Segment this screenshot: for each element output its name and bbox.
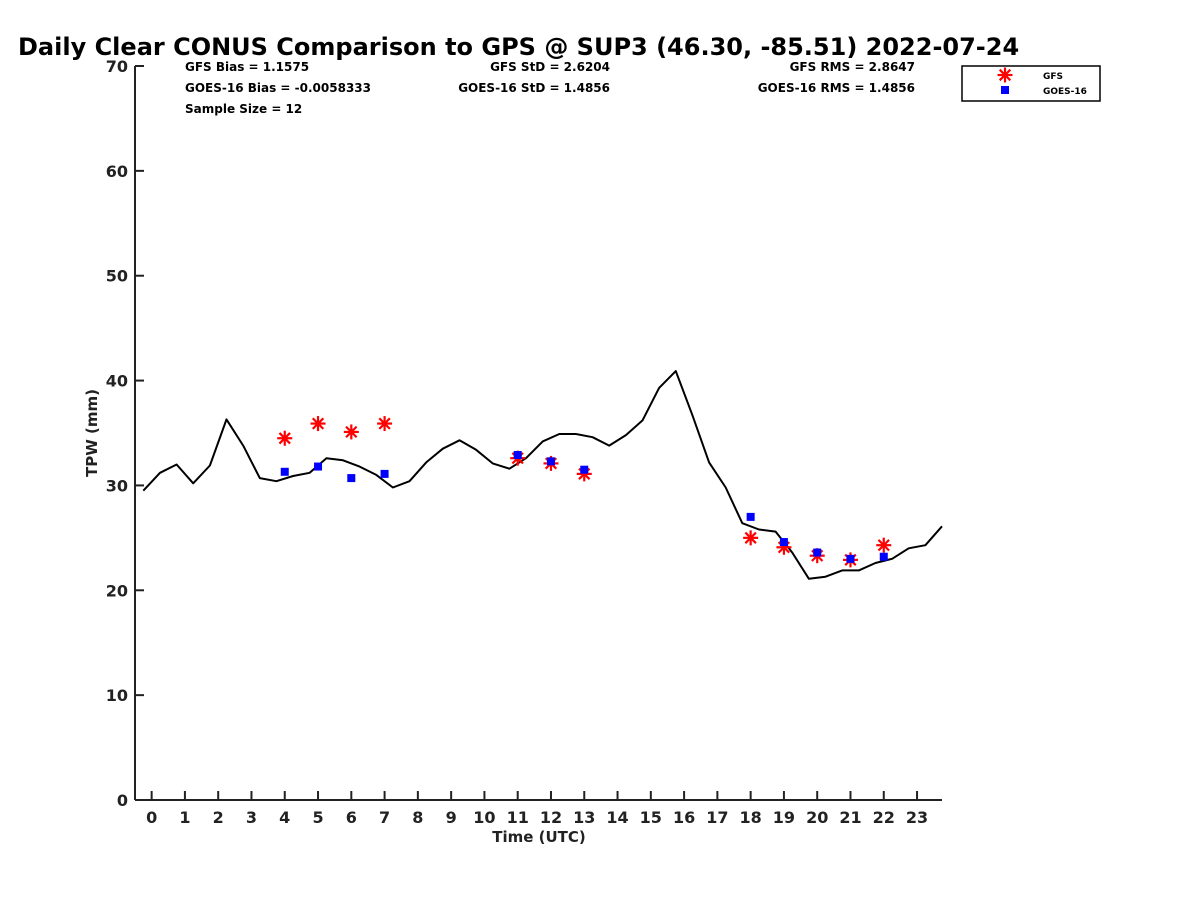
gfs-bias-stat: GFS Bias = 1.1575 <box>185 60 309 74</box>
legend-box <box>961 65 1101 102</box>
goes-16-point <box>513 451 522 460</box>
gfs-point <box>343 424 359 440</box>
gfs-point <box>310 416 326 432</box>
goes-16-point <box>879 552 888 561</box>
goes-bias-stat: GOES-16 Bias = -0.0058333 <box>185 81 371 95</box>
x-tick-label: 17 <box>706 808 728 827</box>
goes-16-point <box>846 554 855 563</box>
x-tick-label: 12 <box>540 808 562 827</box>
chart-title: Daily Clear CONUS Comparison to GPS @ SU… <box>18 33 1019 61</box>
x-tick-label: 13 <box>573 808 595 827</box>
goes-16-point <box>580 465 589 474</box>
x-tick-label: 16 <box>673 808 695 827</box>
x-tick-label: 3 <box>246 808 257 827</box>
x-tick-label: 5 <box>312 808 323 827</box>
goes-16-point <box>1001 86 1009 94</box>
x-tick-label: 15 <box>640 808 662 827</box>
gfs-std-stat: GFS StD = 2.6204 <box>490 60 610 74</box>
x-tick-label: 22 <box>873 808 895 827</box>
x-tick-label: 18 <box>740 808 762 827</box>
x-tick-label: 10 <box>473 808 495 827</box>
y-tick-label: 40 <box>106 372 128 391</box>
sample-size-stat: Sample Size = 12 <box>185 102 302 116</box>
gfs-point <box>377 416 393 432</box>
legend-goes-label: GOES-16 <box>1043 87 1087 97</box>
x-tick-label: 6 <box>346 808 357 827</box>
gfs-point <box>997 67 1013 83</box>
y-tick-label: 50 <box>106 267 128 286</box>
legend: GFS GOES-16 <box>961 65 1101 102</box>
x-tick-label: 19 <box>773 808 795 827</box>
x-tick-label: 8 <box>412 808 423 827</box>
y-axis-label: TPW (mm) <box>83 389 101 477</box>
legend-goes-marker <box>1001 86 1009 94</box>
gfs-point <box>743 530 759 546</box>
legend-gfs-label: GFS <box>1043 72 1063 82</box>
x-tick-label: 0 <box>146 808 157 827</box>
goes-std-stat: GOES-16 StD = 1.4856 <box>458 81 610 95</box>
goes-16-point <box>380 469 389 478</box>
goes-16-point <box>347 474 356 483</box>
x-tick-label: 20 <box>806 808 828 827</box>
legend-gfs-marker <box>997 67 1013 83</box>
goes-16-point <box>314 462 323 471</box>
goes-rms-stat: GOES-16 RMS = 1.4856 <box>758 81 915 95</box>
y-tick-label: 10 <box>106 686 128 705</box>
gps-tpw-line <box>142 370 943 580</box>
x-tick-label: 2 <box>213 808 224 827</box>
goes-16-point <box>280 467 289 476</box>
y-tick-label: 30 <box>106 476 128 495</box>
x-tick-label: 14 <box>606 808 628 827</box>
x-tick-label: 21 <box>839 808 861 827</box>
x-tick-label: 7 <box>379 808 390 827</box>
goes-16-point <box>779 538 788 547</box>
x-tick-label: 23 <box>906 808 928 827</box>
gfs-point <box>876 537 892 553</box>
y-tick-label: 70 <box>106 57 128 76</box>
y-tick-label: 60 <box>106 162 128 181</box>
x-tick-label: 1 <box>179 808 190 827</box>
x-tick-label: 9 <box>446 808 457 827</box>
goes-16-point <box>546 457 555 466</box>
x-axis-label: Time (UTC) <box>492 828 586 846</box>
gfs-rms-stat: GFS RMS = 2.8647 <box>790 60 915 74</box>
x-tick-label: 11 <box>507 808 529 827</box>
y-tick-label: 0 <box>117 791 128 810</box>
goes-16-point <box>813 548 822 557</box>
x-tick-label: 4 <box>279 808 290 827</box>
gfs-point <box>277 430 293 446</box>
y-tick-label: 20 <box>106 581 128 600</box>
goes-16-point <box>746 512 755 521</box>
